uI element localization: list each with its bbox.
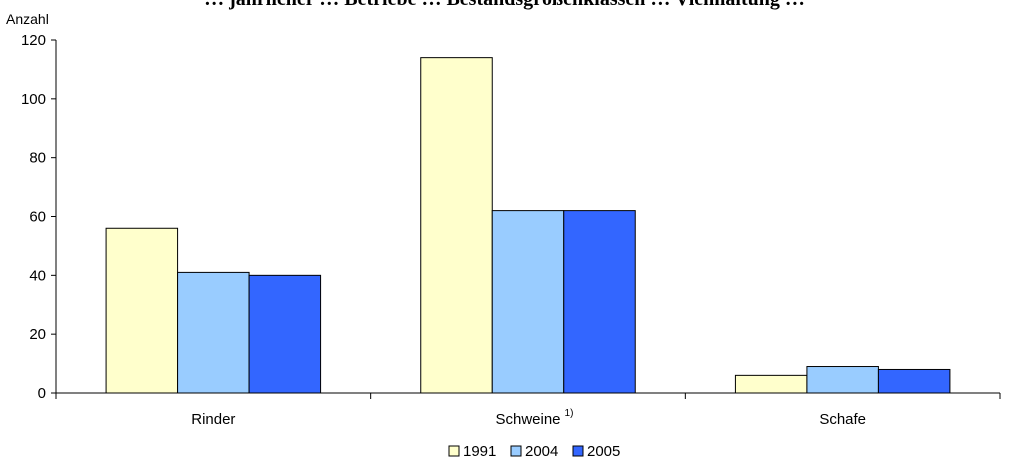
x-tick-label: Rinder [191,411,235,428]
y-tick-label: 100 [21,91,46,108]
y-tick-label: 80 [29,150,46,167]
x-tick-footnote: 1) [565,408,574,419]
bar [177,271,250,394]
legend-label: 2004 [525,443,558,459]
bars [105,57,951,394]
bar [734,374,808,394]
bar [877,368,951,394]
bar [105,227,179,394]
x-tick-label: Schweine [495,411,560,428]
legend: 1991 2004 2005 [448,443,620,459]
bar [806,366,879,394]
y-tick-label: 20 [29,326,46,343]
legend-label: 1991 [463,443,496,459]
y-tick-label: 120 [21,32,46,49]
axis-labels: 0 20 40 60 80 100 120 Anzahl Rinder Schweine 1) Sch… [6,11,866,428]
bar [563,210,636,394]
y-tick-label: 40 [29,267,46,284]
legend-label: 2005 [587,443,620,459]
y-tick-label: 0 [38,385,46,402]
y-axis-title: Anzahl [6,11,49,27]
legend-swatch [510,445,522,457]
bar [248,274,322,394]
legend-swatch [448,445,460,457]
legend-swatch [572,445,584,457]
x-tick-label: Schafe [819,411,866,428]
bar [420,57,493,394]
y-tick-label: 60 [29,209,46,226]
chart-title: … jährlicher … Betriebe … Bestandsgrößen… [0,0,1009,11]
bar [491,210,565,394]
